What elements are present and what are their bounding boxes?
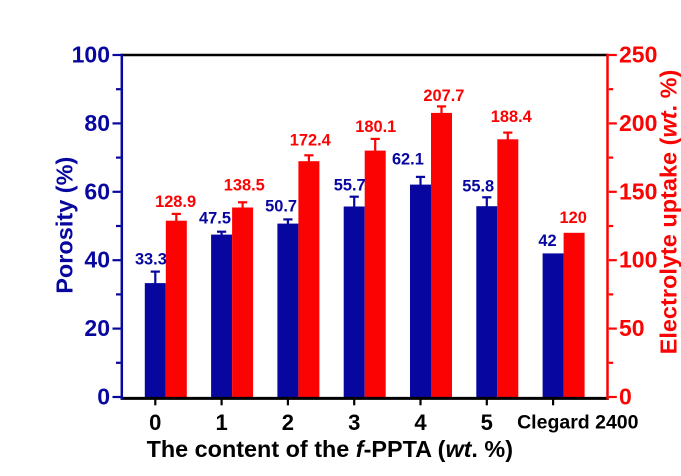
svg-text:180.1: 180.1 xyxy=(355,118,396,136)
svg-text:200: 200 xyxy=(619,110,657,136)
svg-text:0: 0 xyxy=(97,384,110,410)
svg-text:The content of the f-PPTA (wt.: The content of the f-PPTA (wt. %) xyxy=(147,436,513,462)
svg-text:42: 42 xyxy=(538,232,556,250)
svg-text:128.9: 128.9 xyxy=(155,193,196,211)
svg-text:60: 60 xyxy=(84,178,110,204)
svg-text:50: 50 xyxy=(619,315,645,341)
svg-text:5: 5 xyxy=(481,410,493,435)
svg-text:62.1: 62.1 xyxy=(392,150,424,168)
svg-text:Electrolyte uptake (wt. %): Electrolyte uptake (wt. %) xyxy=(655,70,681,355)
svg-text:172.4: 172.4 xyxy=(290,131,332,149)
svg-text:150: 150 xyxy=(619,178,657,204)
svg-text:138.5: 138.5 xyxy=(224,176,265,194)
svg-text:Clegard 2400: Clegard 2400 xyxy=(517,412,639,434)
svg-text:100: 100 xyxy=(72,42,110,68)
svg-text:47.5: 47.5 xyxy=(199,209,231,227)
svg-text:100: 100 xyxy=(619,247,657,273)
svg-text:Porosity (%): Porosity (%) xyxy=(52,157,78,294)
svg-text:0: 0 xyxy=(619,384,632,410)
svg-text:250: 250 xyxy=(619,42,657,68)
svg-text:188.4: 188.4 xyxy=(491,108,533,126)
svg-text:1: 1 xyxy=(215,410,227,435)
svg-text:0: 0 xyxy=(149,410,161,435)
svg-text:120: 120 xyxy=(560,209,587,227)
svg-text:4: 4 xyxy=(414,410,427,435)
svg-text:2: 2 xyxy=(282,410,294,435)
svg-text:55.8: 55.8 xyxy=(462,177,494,195)
svg-text:40: 40 xyxy=(84,247,110,273)
svg-text:55.7: 55.7 xyxy=(334,177,366,195)
svg-text:80: 80 xyxy=(84,110,110,136)
svg-text:50.7: 50.7 xyxy=(265,197,297,215)
svg-text:33.3: 33.3 xyxy=(135,251,167,269)
svg-text:3: 3 xyxy=(348,410,360,435)
svg-text:207.7: 207.7 xyxy=(423,87,464,105)
svg-text:20: 20 xyxy=(84,315,110,341)
